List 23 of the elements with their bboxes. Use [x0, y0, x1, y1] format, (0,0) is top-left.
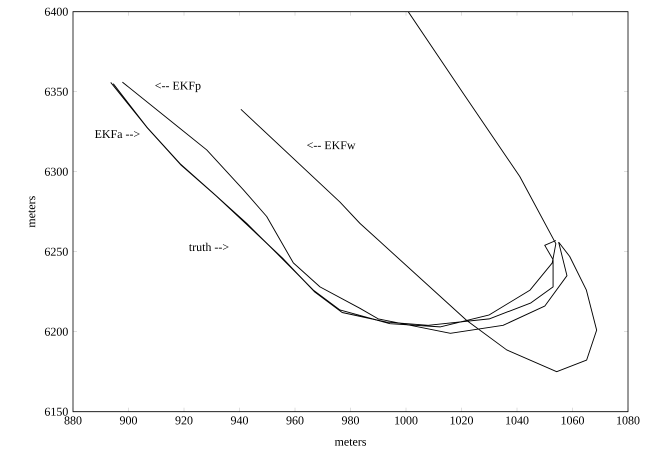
x-axis-title: meters — [334, 438, 366, 446]
x-tick-label: 880 — [64, 416, 82, 424]
annotation: truth --> — [188, 242, 229, 252]
x-tick-label: 960 — [286, 416, 304, 424]
y-tick-label: 6400 — [44, 8, 68, 16]
y-tick-label: 6150 — [44, 408, 68, 416]
y-tick-label: 6250 — [44, 248, 68, 256]
y-tick-label: 6350 — [44, 88, 68, 96]
y-tick-label: 6200 — [44, 328, 68, 336]
annotation: <-- EKFw — [307, 141, 356, 150]
x-tick-label: 980 — [342, 416, 360, 424]
y-axis-title: meters — [28, 196, 36, 228]
x-tick-label: 1080 — [617, 416, 640, 424]
x-tick-label: 900 — [120, 416, 138, 424]
annotation: <-- EKFp — [155, 82, 201, 92]
x-tick-label: 1060 — [562, 416, 584, 424]
x-tick-label: 1020 — [450, 416, 474, 424]
y-tick-label: 6300 — [44, 168, 68, 176]
x-tick-label: 940 — [230, 416, 248, 424]
x-tick-label: 1040 — [506, 416, 529, 424]
x-tick-label: 1000 — [395, 416, 418, 424]
annotation: EKFa --> — [94, 130, 140, 138]
x-tick-label: 920 — [175, 416, 193, 424]
